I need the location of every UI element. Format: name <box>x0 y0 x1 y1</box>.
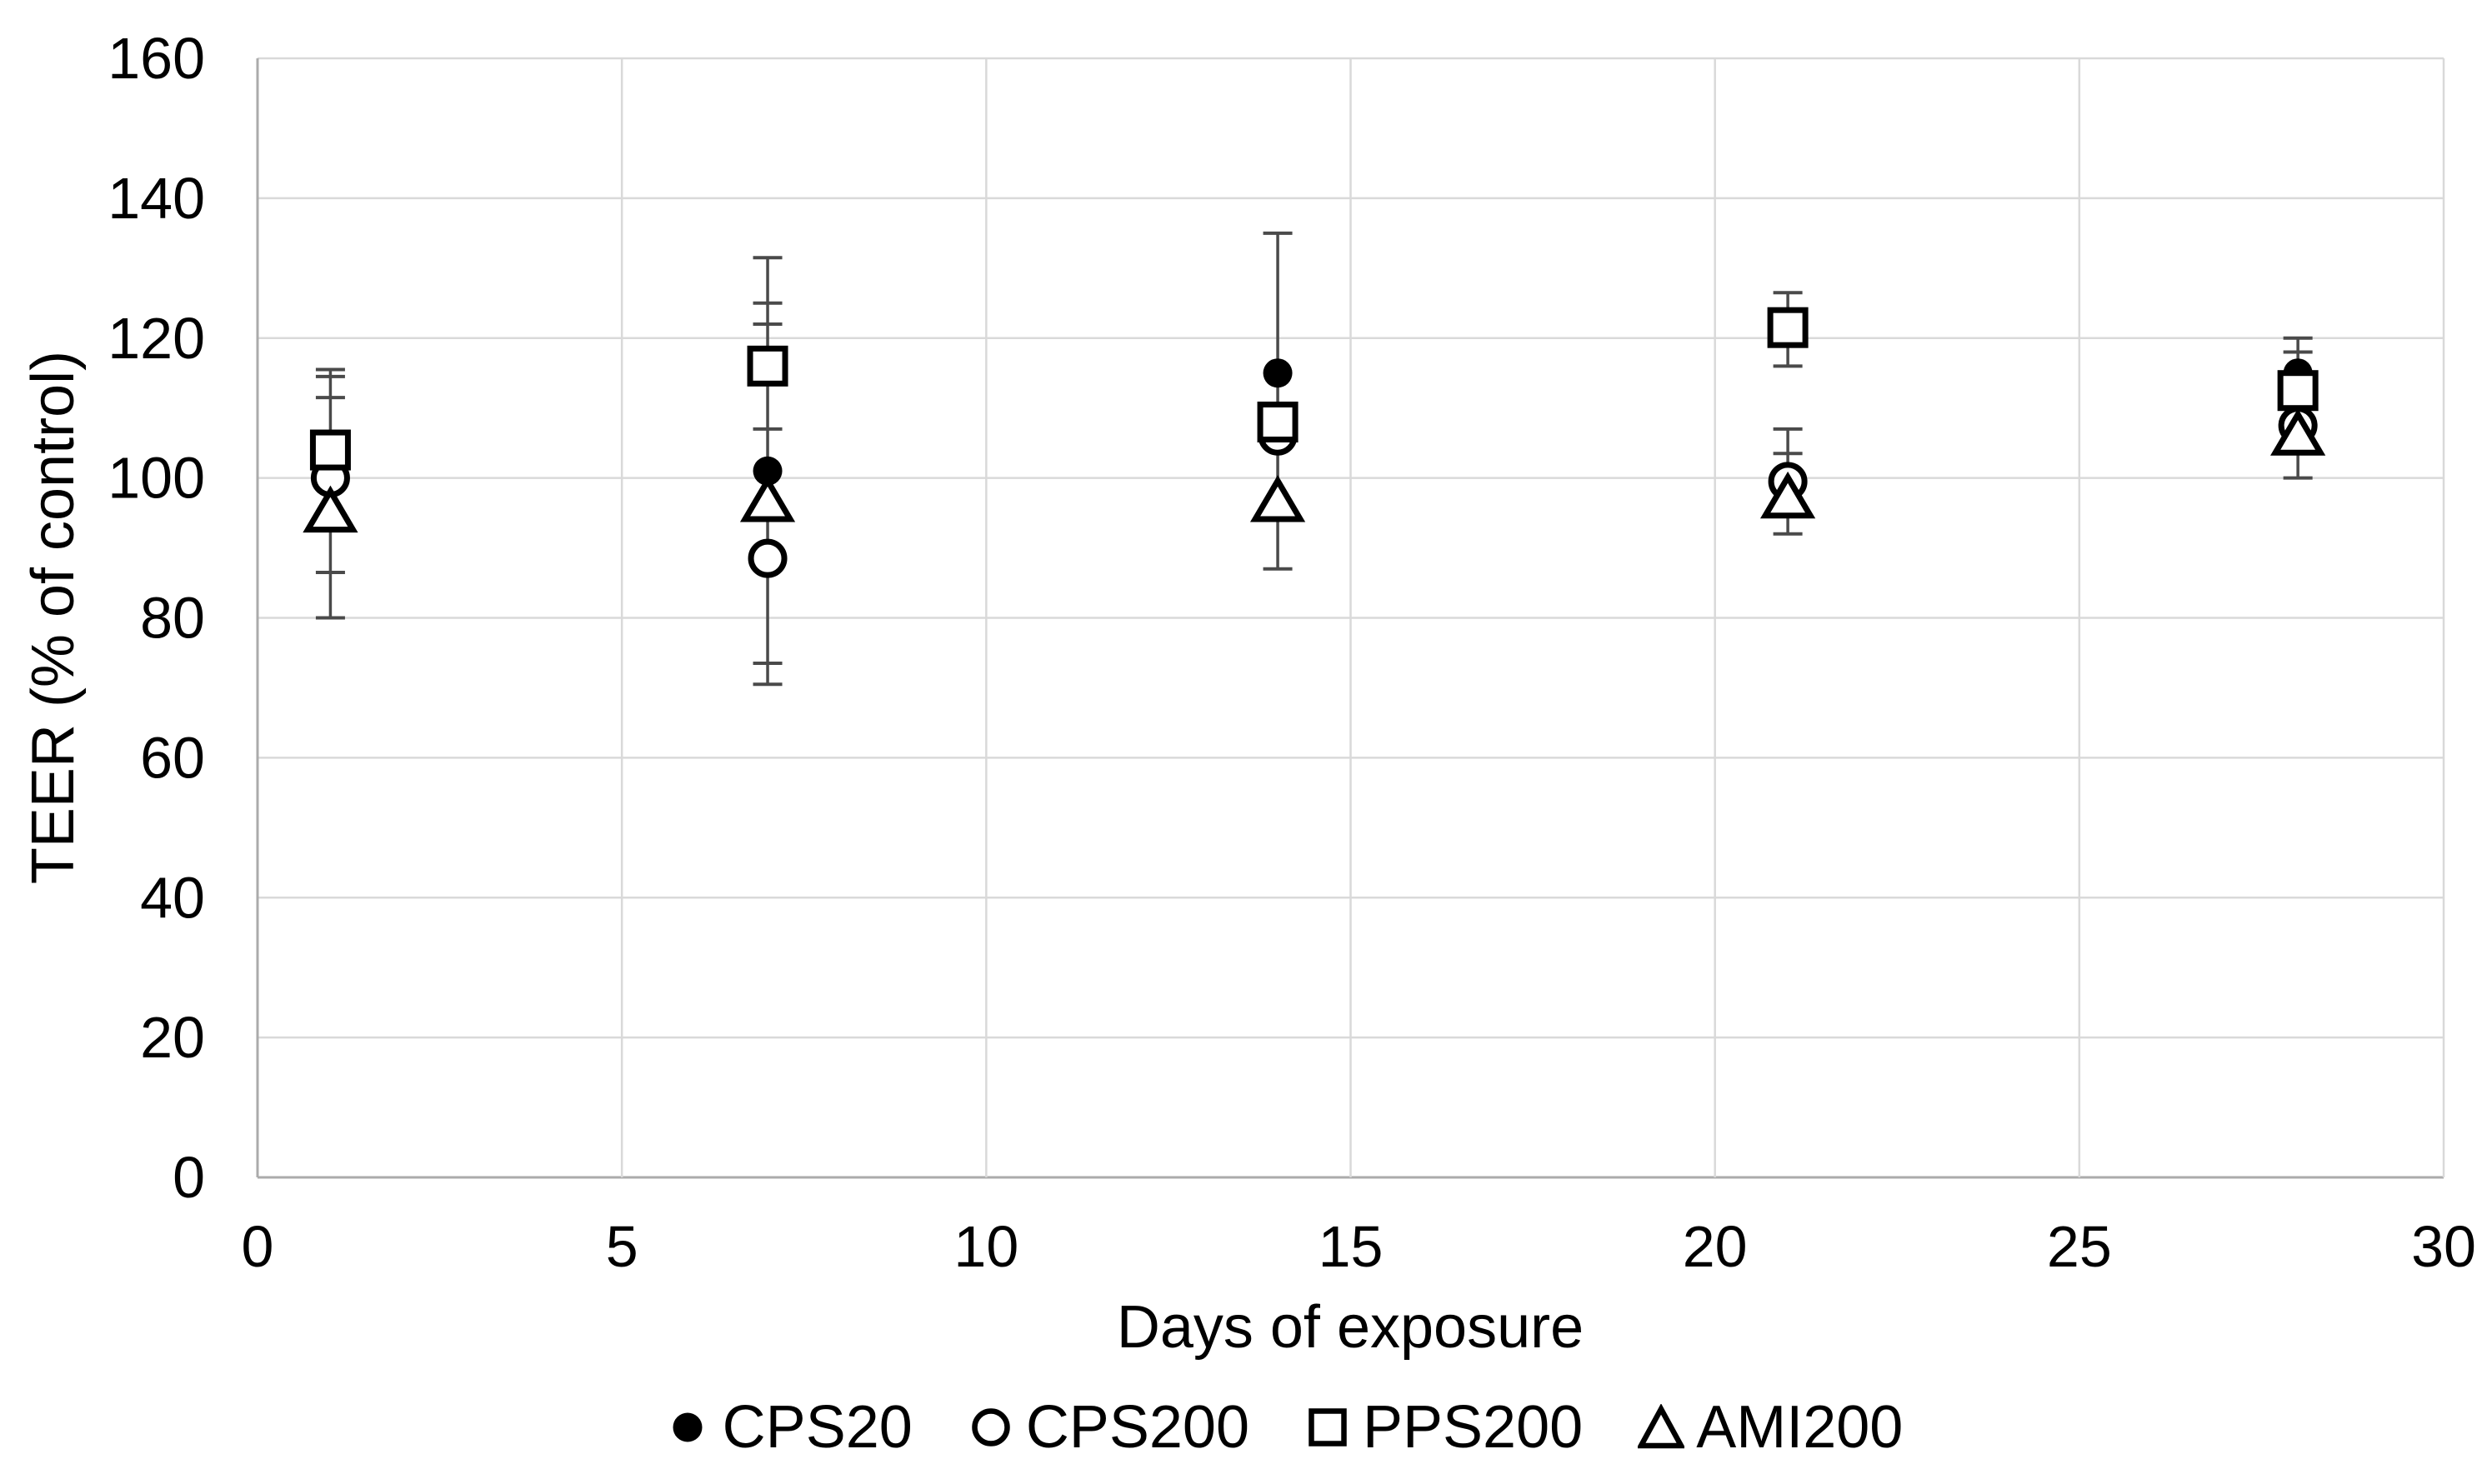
marker-ami200 <box>1249 475 1306 522</box>
marker-cps20 <box>753 456 783 486</box>
y-tick-label: 120 <box>108 306 205 371</box>
marker-ami200 <box>303 485 358 533</box>
y-tick-label: 0 <box>173 1145 205 1210</box>
gridlines-group <box>256 57 2445 1179</box>
tick-labels-group: 0 20 40 60 80 100 120 140 160 0 5 10 15 20 25 30 <box>108 26 2476 1279</box>
x-tick-label: 30 <box>2411 1214 2476 1279</box>
legend-label: AMI200 <box>1696 1394 1904 1461</box>
marker-pps200 <box>309 429 351 471</box>
data-markers-group <box>303 307 2326 578</box>
marker-pps200 <box>1257 401 1299 442</box>
y-tick-label: 160 <box>108 26 205 91</box>
legend-item-pps200: PPS200 <box>1304 1393 1583 1462</box>
marker-pps200 <box>2277 370 2319 412</box>
legend: CPS20 CPS200 PPS200 AMI200 <box>0 1393 2492 1462</box>
filled-circle-icon <box>673 1412 703 1442</box>
y-tick-label: 140 <box>108 166 205 231</box>
x-tick-label: 0 <box>242 1214 274 1279</box>
y-tick-label: 40 <box>140 865 205 930</box>
x-tick-label: 15 <box>1319 1214 1384 1279</box>
legend-label: CPS20 <box>722 1394 913 1461</box>
x-tick-label: 5 <box>606 1214 638 1279</box>
y-axis-title: TEER (% of control) <box>20 351 87 884</box>
error-bars-group <box>315 231 2313 687</box>
x-axis-title: Days of exposure <box>1117 1294 1584 1361</box>
legend-item-cps200: CPS200 <box>968 1393 1249 1462</box>
marker-cps200 <box>748 538 788 578</box>
marker-ami200 <box>1759 471 1816 519</box>
legend-item-ami200: AMI200 <box>1638 1393 1903 1462</box>
y-tick-label: 20 <box>140 1005 205 1070</box>
x-tick-label: 10 <box>953 1214 1018 1279</box>
x-tick-label: 25 <box>2047 1214 2112 1279</box>
y-tick-label: 80 <box>140 586 205 651</box>
legend-label: PPS200 <box>1362 1394 1584 1461</box>
open-circle-icon <box>972 1408 1010 1447</box>
open-triangle-icon <box>1638 1404 1685 1449</box>
marker-pps200 <box>1767 307 1809 348</box>
legend-item-cps20: CPS20 <box>664 1393 913 1462</box>
legend-label: CPS200 <box>1025 1394 1249 1461</box>
y-tick-label: 100 <box>108 446 205 511</box>
marker-cps20 <box>1263 358 1293 388</box>
open-square-icon <box>1309 1408 1347 1447</box>
marker-ami200 <box>739 475 796 522</box>
marker-pps200 <box>747 345 788 387</box>
y-tick-label: 60 <box>140 725 205 790</box>
x-tick-label: 20 <box>1683 1214 1748 1279</box>
marker-ami200 <box>2270 408 2326 456</box>
